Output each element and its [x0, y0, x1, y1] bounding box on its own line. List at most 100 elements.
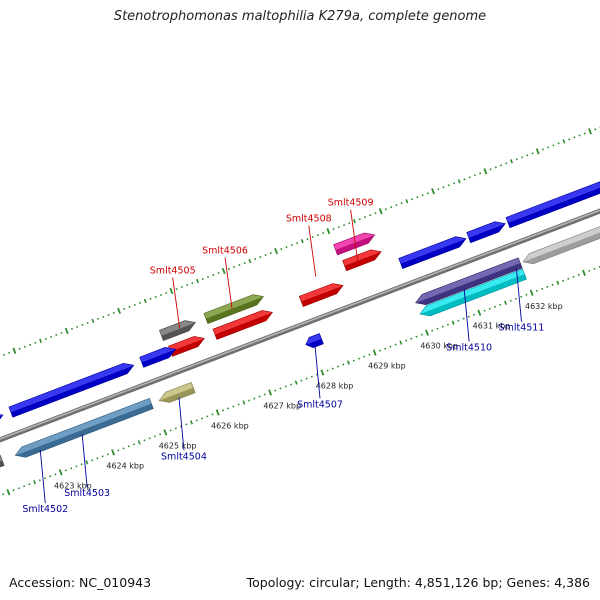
tick-mark: [186, 283, 189, 287]
gene-feature-upper: [15, 398, 152, 456]
tick-mark: [529, 289, 534, 296]
tick-mark: [215, 409, 220, 416]
gene-feature-upper: [342, 249, 382, 266]
tick-mark: [395, 204, 398, 207]
tick-track-top: [2, 126, 600, 356]
tick-mark: [378, 349, 381, 352]
tick-mark: [154, 295, 157, 298]
tick-mark: [389, 345, 392, 348]
tick-mark: [60, 331, 63, 334]
tick-label: 4627 kbp: [263, 402, 301, 411]
label-leader-line: [172, 277, 181, 329]
tick-mark: [347, 360, 350, 365]
tick-mark: [122, 447, 125, 450]
gene-feature-f20: [0, 454, 5, 468]
gene-feature-f08: [398, 236, 467, 270]
tick-mark: [531, 152, 534, 155]
gene-feature-f15: [0, 414, 4, 420]
gene-feature-upper: [505, 181, 600, 223]
tick-mark: [467, 315, 470, 318]
tick-mark: [306, 238, 309, 241]
tick-mark: [535, 289, 538, 292]
tick-mark: [431, 329, 434, 332]
gene-label: Smlt4505: [150, 265, 196, 276]
tick-mark: [499, 303, 502, 306]
tick-mark: [102, 315, 105, 318]
gene-feature-upper: [168, 336, 205, 352]
tick-mark: [23, 485, 26, 488]
tick-mark: [227, 268, 230, 271]
tick-mark: [294, 380, 298, 385]
gene-feature-lower: [344, 251, 382, 271]
tick-mark: [132, 443, 136, 446]
tick-mark: [242, 400, 246, 405]
tick-mark: [97, 317, 100, 320]
tick-mark: [18, 347, 21, 350]
tick-mark: [8, 351, 11, 354]
gene-feature-lower: [159, 387, 196, 403]
gene-label: Smlt4506: [202, 246, 248, 257]
tick-mark: [28, 483, 31, 486]
tick-mark: [175, 287, 178, 291]
gene-feature-lower: [170, 338, 205, 357]
tick-mark: [70, 327, 74, 330]
tick-mark: [128, 305, 131, 308]
tick-mark: [562, 279, 565, 282]
tick-mark: [237, 403, 240, 406]
tick-mark: [243, 262, 246, 265]
gene-feature-f13: [419, 268, 527, 317]
tick-label: 4630 kbp: [420, 342, 458, 351]
tick-mark: [326, 228, 331, 235]
tick-label: 4625 kbp: [159, 441, 197, 450]
tick-mark: [153, 435, 156, 438]
tick-mark: [211, 413, 214, 416]
tick-mark: [348, 222, 351, 225]
genome-backbone-highlight: [0, 209, 600, 440]
tick-mark: [76, 325, 79, 328]
tick-mark: [6, 489, 11, 496]
tick-label: 4626 kbp: [211, 421, 249, 430]
tick-mark: [378, 208, 383, 215]
tick-label: 4624 kbp: [106, 461, 144, 470]
tick-mark: [280, 248, 283, 251]
tick-mark: [541, 287, 544, 290]
gene-feature-f01: [159, 320, 196, 341]
tick-mark: [437, 188, 440, 191]
tick-label: 4628 kbp: [316, 382, 354, 391]
tick-mark: [263, 393, 266, 396]
tick-mark: [169, 287, 174, 295]
tick-mark: [180, 425, 183, 428]
tick-mark: [148, 437, 151, 440]
tick-mark: [500, 164, 503, 167]
tick-mark: [238, 264, 241, 267]
accession-text: Accession: NC_010943: [9, 575, 152, 590]
tick-mark: [363, 216, 367, 219]
gene-feature-upper: [159, 320, 196, 336]
tick-mark: [253, 397, 256, 400]
tick-mark: [86, 321, 89, 324]
gene-feature-f05: [298, 283, 344, 307]
tick-mark: [468, 176, 471, 179]
tick-track-bottom: [2, 265, 600, 496]
tick-mark: [514, 297, 518, 300]
tick-mark: [44, 337, 47, 340]
tick-mark: [447, 184, 450, 187]
gene-feature-lower: [141, 349, 176, 368]
tick-mark: [473, 174, 476, 177]
gene-label: Smlt4502: [22, 504, 68, 515]
tick-mark: [70, 467, 73, 470]
gene-feature-f12: [415, 257, 523, 306]
tick-mark: [274, 247, 278, 255]
tick-mark: [541, 148, 544, 151]
gene-feature-upper: [415, 257, 521, 303]
tick-mark: [343, 224, 346, 227]
tick-mark: [337, 365, 340, 368]
tick-mark: [384, 208, 387, 211]
tick-mark: [441, 325, 444, 328]
gene-label: Smlt4503: [64, 488, 110, 499]
gene-feature-lower: [419, 274, 527, 316]
tick-label: 4632 kbp: [525, 302, 563, 311]
tick-mark: [442, 186, 445, 189]
tick-mark: [489, 168, 492, 171]
tick-mark: [190, 420, 193, 425]
